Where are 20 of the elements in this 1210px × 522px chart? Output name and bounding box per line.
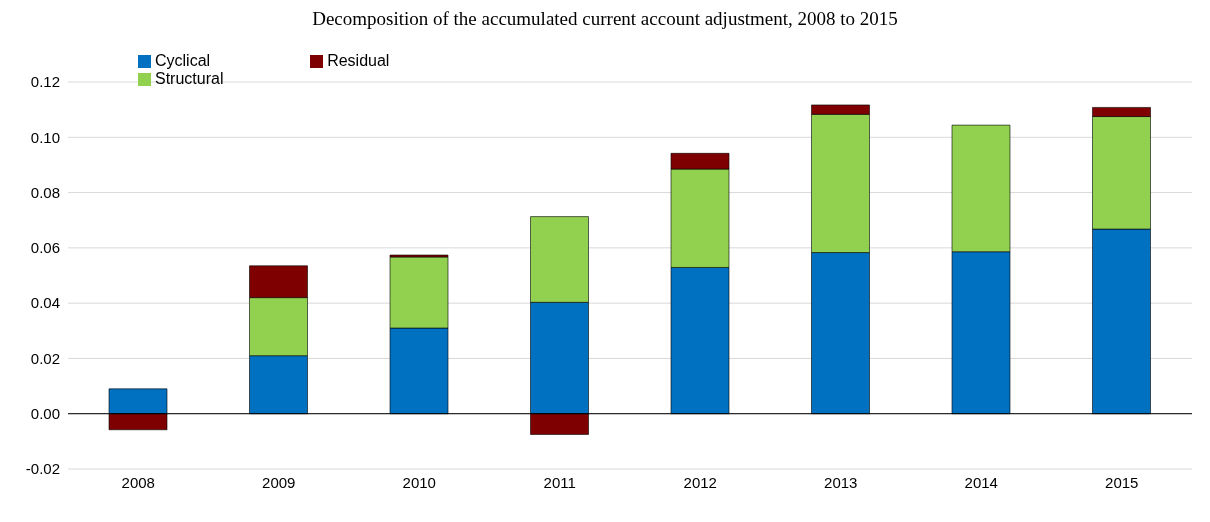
y-tick-label: 0.06	[30, 239, 60, 257]
x-tick-label: 2009	[262, 473, 296, 491]
y-tick-label: 0.12	[30, 73, 60, 91]
y-tick-label: 0.08	[30, 183, 60, 201]
legend-label: Residual	[327, 52, 390, 69]
x-tick-label: 2015	[1105, 473, 1139, 491]
y-tick-label: 0.02	[30, 349, 60, 367]
legend-label: Structural	[155, 70, 224, 87]
x-tick-label: 2014	[964, 473, 998, 491]
legend-label: Cyclical	[155, 52, 211, 69]
chart-title: Decomposition of the accumulated current account adjustment, 2008 to 2015	[311, 8, 899, 30]
y-tick-label: -0.02	[25, 460, 60, 478]
x-tick-label: 2012	[683, 473, 717, 491]
y-tick-label: 0.00	[30, 405, 60, 423]
x-tick-label: 2008	[121, 473, 155, 491]
y-tick-label: 0.04	[30, 294, 60, 312]
y-tick-label: 0.10	[30, 128, 60, 146]
x-tick-label: 2011	[543, 473, 576, 491]
x-tick-label: 2010	[402, 473, 436, 491]
x-tick-label: 2013	[824, 473, 858, 491]
